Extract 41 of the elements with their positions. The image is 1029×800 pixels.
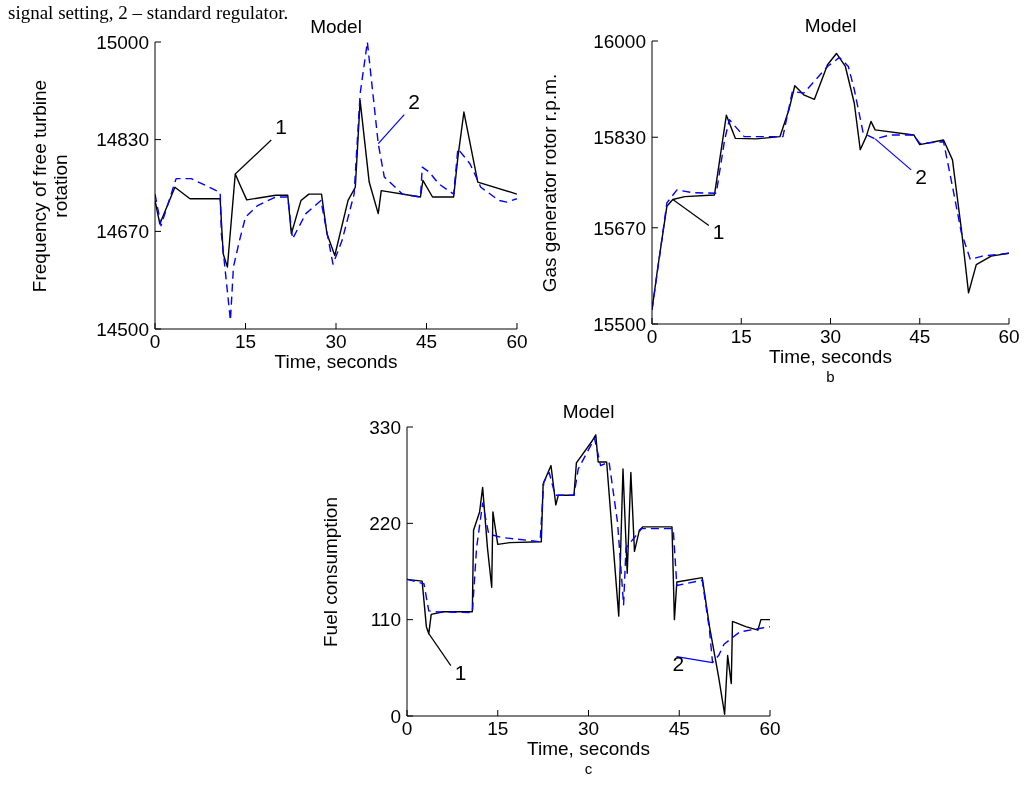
y-tick-label: 14670 bbox=[96, 221, 149, 243]
x-tick-label: 15 bbox=[234, 331, 257, 353]
series-label: 2 bbox=[915, 164, 927, 188]
text: signal setting, 2 – standard regulator. bbox=[8, 2, 289, 23]
y-tick-label: 14500 bbox=[96, 318, 149, 340]
x-tick-label: 60 bbox=[759, 718, 781, 740]
y-tick-label: 16000 bbox=[593, 30, 646, 52]
y-axis-title: Frequency of free turbine rotation bbox=[29, 78, 71, 294]
x-axis-title: Time, seconds bbox=[526, 738, 651, 760]
chart-title: Model bbox=[310, 16, 362, 37]
y-axis-title: Fuel consumption bbox=[319, 495, 341, 649]
y-tick-label: 14830 bbox=[96, 129, 149, 151]
series-label: 1 bbox=[454, 660, 467, 684]
text: c bbox=[583, 760, 594, 777]
y-tick-label: 220 bbox=[369, 513, 401, 535]
x-tick-label: 30 bbox=[577, 718, 600, 740]
chart-title: Model bbox=[803, 15, 858, 37]
y-tick-label: 330 bbox=[369, 416, 401, 438]
chart-title: Model bbox=[561, 401, 616, 423]
y-tick-label: 15830 bbox=[593, 126, 646, 148]
x-axis-title: Time, seconds bbox=[768, 346, 893, 368]
y-tick-label: 15670 bbox=[593, 217, 646, 239]
x-tick-label: 60 bbox=[506, 331, 528, 353]
x-tick-label: 30 bbox=[819, 326, 842, 348]
y-tick-label: 110 bbox=[370, 609, 401, 631]
series-label: 2 bbox=[408, 89, 420, 113]
x-tick-label: 15 bbox=[487, 718, 509, 740]
y-tick-label: 15000 bbox=[96, 31, 149, 53]
x-tick-label: 45 bbox=[668, 718, 690, 740]
y-tick-label: 15500 bbox=[593, 313, 646, 335]
text: b bbox=[825, 368, 836, 385]
x-tick-label: 30 bbox=[325, 331, 347, 353]
x-axis-title: Time, seconds bbox=[273, 351, 399, 373]
text: 1 bbox=[275, 115, 287, 139]
series-label: 1 bbox=[712, 220, 725, 244]
x-tick-label: 45 bbox=[415, 331, 438, 353]
x-tick-label: 60 bbox=[998, 326, 1020, 348]
legend-label: 2 bbox=[672, 651, 685, 675]
x-tick-label: 45 bbox=[909, 326, 931, 348]
y-axis-title: Gas generator rotor r.p.m. bbox=[538, 72, 560, 294]
x-tick-label: 15 bbox=[730, 326, 752, 348]
